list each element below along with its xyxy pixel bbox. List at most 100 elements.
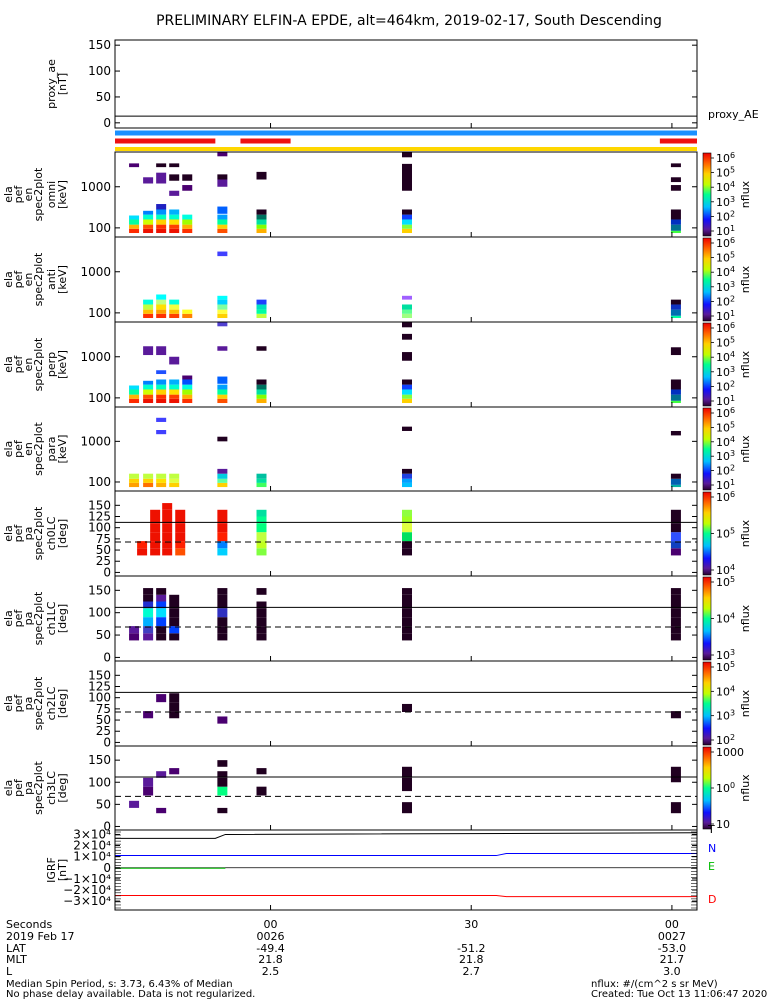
heatmap-cell [670,766,681,783]
y-tick-label: 150 [88,38,111,52]
heatmap-cell [175,541,186,549]
heatmap-cell [670,389,681,395]
axis-row-value: 2.7 [462,965,480,978]
colorbar-tick-label: 106 [716,406,735,420]
heatmap-cell [143,389,154,395]
colorbar [702,576,712,661]
y-axis-label: perp [45,352,58,377]
heatmap-cell [256,588,267,595]
heatmap-cell [129,228,140,234]
heatmap-cell [182,185,193,191]
igrf-legend-E: E [708,860,715,873]
y-axis-label: ela [2,525,15,542]
heatmap-cell [217,541,228,549]
heatmap-cell [182,384,193,390]
heatmap-cell [143,482,154,488]
heatmap-cell [217,313,228,319]
heatmap-cell [143,711,154,719]
heatmap-cell [256,304,267,310]
heatmap-cell [129,633,140,641]
y-tick-label: 125 [88,680,111,694]
heatmap-cell [402,379,413,385]
time-axis-labels: Seconds 00 30 00 2019 Feb 17 0026 0027 LAT -49.4… [6,918,686,978]
heatmap-cell [217,807,228,814]
y-axis-label: ela [2,186,15,203]
heatmap-cell [402,478,413,483]
heatmap-cell [670,315,681,319]
heatmap-cell [129,482,140,488]
colorbar-tick-label: 103 [716,280,735,294]
heatmap-cell [402,468,413,474]
heatmap-cell [182,224,193,229]
y-tick-label: 1000 [80,265,111,279]
heatmap-cell [162,509,173,517]
heatmap-cell [143,177,154,184]
y-tick-label: 100 [88,306,111,320]
colorbar-tick-label: 104 [716,612,735,626]
heatmap-cell [402,304,413,310]
heatmap-cell [156,807,167,814]
heatmap-cell [156,384,167,390]
y-tick-label: 0 [103,650,111,664]
colorbar-tick-label: 104 [716,350,735,364]
heatmap-cell [402,523,413,533]
colorbar [702,407,712,491]
heatmap-cell [670,185,681,191]
y-tick-label: 0 [103,116,111,130]
heatmap-cell [143,224,154,229]
heatmap-cell [169,768,180,775]
axis-row-label: Seconds [6,918,52,931]
igrf-series-N [115,853,697,857]
y-axis-label: pef [12,185,25,204]
heatmap-cell [143,228,154,234]
heatmap-cell [156,204,167,210]
colorbar-tick-exponent: 0 [730,781,735,790]
heatmap-cell [129,478,140,483]
y-tick-label: 100 [88,775,111,789]
heatmap-cell [217,626,228,634]
axis-row-value: 3.0 [663,965,681,978]
y-tick-label: 150 [88,498,111,512]
heatmap-cell [169,594,180,602]
y-tick-label: 50 [96,713,111,727]
heatmap-cell [217,376,228,384]
heatmap-cell [217,398,228,404]
heatmap-cell [137,548,148,556]
heatmap-cell [402,333,413,340]
heatmap-cell [143,626,154,634]
heatmap-cell [156,389,167,395]
heatmap-cell [402,617,413,627]
heatmap-cell [162,503,173,510]
heatmap-cell [182,379,193,385]
heatmap-cell [256,313,267,319]
y-tick-label: 25 [96,724,111,738]
heatmap-cell [175,532,186,542]
heatmap-cell [150,532,161,542]
heatmap-cell [169,174,180,181]
heatmap-cell [169,398,180,404]
heatmap-cell [182,214,193,220]
heatmap-cell [156,172,167,184]
colorbar-tick-exponent: 6 [730,490,735,499]
heatmap-cell [156,219,167,225]
axis-row-value: -49.4 [256,942,284,955]
heatmap-cell [670,478,681,485]
heatmap-cell [217,152,228,157]
heatmap-cell [402,152,413,158]
heatmap-cell [169,384,180,390]
y-axis-label: pef [12,355,25,374]
status-bar-red [240,138,291,144]
heatmap-cell [217,295,228,300]
panel-frame-igrf [114,829,698,911]
y-axis-label: [nT] [56,73,69,95]
heatmap-cell [162,541,173,549]
colorbar-label: nflux [739,180,752,208]
heatmap-cell [256,228,267,234]
axis-row-value: 0027 [658,930,686,943]
colorbar-tick-exponent: 1 [730,478,735,487]
plot-title: PRELIMINARY ELFIN-A EPDE, alt=464km, 201… [156,13,662,29]
heatmap-cell [156,299,167,305]
heatmap-cell [217,786,228,796]
heatmap-cell [217,219,228,225]
